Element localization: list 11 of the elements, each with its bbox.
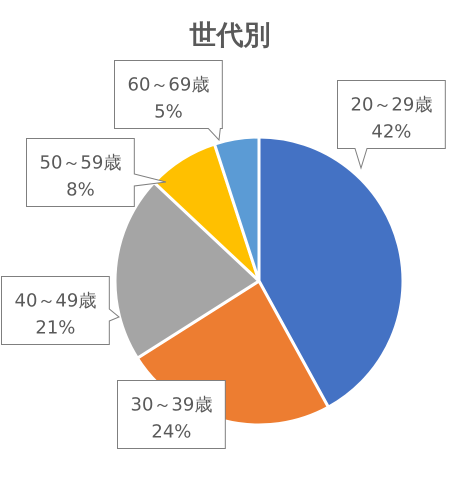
data-label: 5%: [154, 102, 183, 122]
slice-label: 30～39歳: [130, 394, 212, 416]
slice-label: 40～49歳: [14, 290, 96, 312]
slice-label: 50～59歳: [40, 152, 122, 174]
slice-label: 60～69歳: [128, 74, 210, 96]
data-label: 24%: [151, 422, 192, 442]
data-label: 8%: [66, 180, 95, 200]
title: 世代別: [190, 20, 270, 51]
data-label: 21%: [35, 318, 76, 338]
data-label: 42%: [371, 122, 412, 142]
slice-label: 20～29歳: [350, 94, 432, 116]
